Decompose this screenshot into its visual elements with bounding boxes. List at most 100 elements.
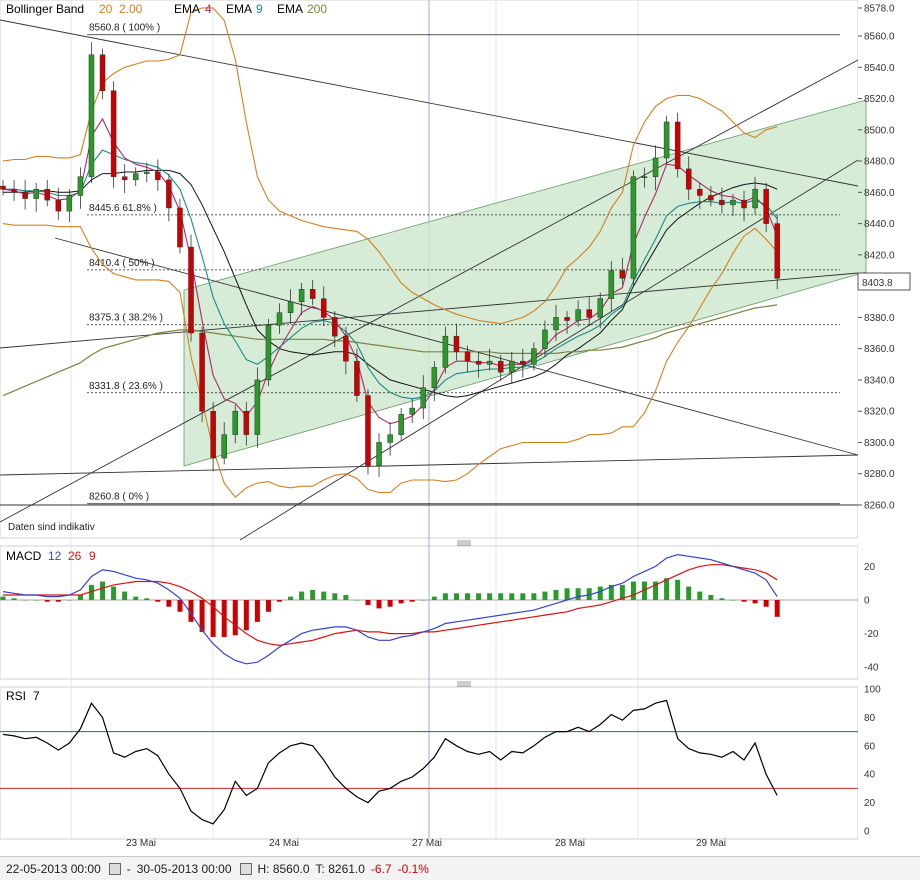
macd-hist-70 <box>774 600 780 617</box>
price-tick-4: 8340.0 <box>864 375 895 386</box>
macd-hist-4 <box>44 600 50 602</box>
rsi-tick-3: 60 <box>864 741 876 752</box>
legend-bollinger-label: Bollinger Band <box>6 2 84 16</box>
splitter-handle-rsi[interactable] <box>457 681 471 687</box>
candle-55 <box>608 261 615 312</box>
footer-bar: 22-05-2013 00:00 - 30-05-2013 00:00 H: 8… <box>0 856 920 880</box>
macd-tick-3: -40 <box>864 663 879 674</box>
splitter-handle-macd[interactable] <box>457 540 471 546</box>
macd-hist-49 <box>542 591 548 600</box>
footer-dash: - <box>126 861 131 876</box>
macd-hist-59 <box>653 581 659 600</box>
fib-label-5: 8260.8 ( 0% ) <box>89 492 149 503</box>
legend-macd-p2: 26 <box>68 549 82 563</box>
candle-57 <box>630 170 637 287</box>
price-tick-5: 8360.0 <box>864 344 895 355</box>
candle-29 <box>320 286 327 326</box>
candle-27 <box>298 283 305 316</box>
svg-text:MACD 12 26 9: MACD 12 26 9 <box>6 549 96 563</box>
candle-32 <box>354 348 360 402</box>
macd-hist-12 <box>133 596 139 600</box>
candle-19 <box>210 401 216 472</box>
candle-54 <box>597 292 603 329</box>
fib-label-0: 8560.8 ( 100% ) <box>89 23 160 34</box>
macd-line <box>2 553 778 665</box>
candle-66 <box>730 193 736 216</box>
footer-high: H: 8560.0 <box>257 861 310 876</box>
legend-ema-a-p: 4 <box>205 2 212 16</box>
candle-65 <box>719 187 725 214</box>
macd-hist-43 <box>476 593 482 600</box>
legend-bollinger-p1: 20 <box>99 2 113 16</box>
calendar-icon-from[interactable] <box>108 862 121 875</box>
candle-16 <box>177 198 183 254</box>
candle-39 <box>431 361 438 402</box>
ema200-line <box>2 304 778 397</box>
legend-ema-b-p: 9 <box>256 2 263 16</box>
candle-18 <box>199 326 205 423</box>
candle-24 <box>265 318 272 387</box>
fib-label-3: 8375.3 ( 38.2% ) <box>89 313 163 324</box>
rsi-tick-1: 20 <box>864 798 876 809</box>
macd-hist-65 <box>719 598 725 600</box>
macd-hist-39 <box>431 596 437 600</box>
macd-hist-25 <box>277 600 282 602</box>
macd-hist-55 <box>608 584 614 600</box>
macd-hist-5 <box>55 600 61 602</box>
macd-hist-10 <box>111 586 117 600</box>
candle-2 <box>22 179 28 210</box>
macd-hist-48 <box>531 593 537 600</box>
macd-hist-16 <box>177 600 183 612</box>
macd-hist-7 <box>77 594 83 600</box>
macd-hist-38 <box>420 600 426 601</box>
macd-hist-45 <box>498 593 504 600</box>
trend-line-3 <box>0 59 859 523</box>
macd-hist-68 <box>752 600 758 604</box>
rsi-tick-4: 80 <box>864 713 876 724</box>
trend-line-4 <box>239 159 859 541</box>
candle-63 <box>697 182 703 209</box>
chart-canvas[interactable]: 8560.8 ( 100% ) 8445.6 61.8% ) 8410.4 ( 50… <box>0 0 920 856</box>
calendar-icon-to[interactable] <box>239 862 252 875</box>
axis-column <box>858 0 920 856</box>
bollinger-middle <box>3 169 778 398</box>
macd-hist-62 <box>686 586 692 600</box>
candle-45 <box>497 354 504 381</box>
candle-23 <box>254 367 261 448</box>
candle-64 <box>708 186 714 207</box>
price-tick-8: 8420.0 <box>864 250 895 261</box>
macd-hist-56 <box>619 584 625 600</box>
macd-hist-23 <box>254 600 260 622</box>
macd-hist-60 <box>664 578 670 600</box>
candle-44 <box>486 348 493 371</box>
footer-from-date: 22-05-2013 00:00 <box>6 861 101 876</box>
candle-17 <box>188 234 194 342</box>
candle-1 <box>11 179 17 201</box>
candle-11 <box>121 164 128 194</box>
price-tick-2: 8300.0 <box>864 438 895 449</box>
candle-31 <box>343 326 349 375</box>
macd-tick-0: 20 <box>864 562 876 573</box>
macd-hist-31 <box>343 594 349 600</box>
macd-hist-34 <box>376 600 382 609</box>
x-tick-0: 23 Mai <box>126 838 156 849</box>
candle-30 <box>332 311 338 348</box>
macd-hist-20 <box>221 600 227 637</box>
macd-hist-58 <box>641 581 647 600</box>
legend-macd-label: MACD <box>6 549 42 563</box>
footer-change: -6.7 <box>370 861 392 876</box>
price-tick-1: 8280.0 <box>864 469 895 480</box>
candle-37 <box>409 398 415 423</box>
current-price-label: 8403.8 <box>862 278 893 289</box>
candle-7 <box>77 167 84 209</box>
trend-line-0 <box>0 19 859 187</box>
price-tick-16: 8578.0 <box>864 4 895 15</box>
candle-62 <box>685 156 692 201</box>
x-tick-3: 28 Mai <box>555 838 585 849</box>
candle-22 <box>243 401 250 446</box>
macd-hist-0 <box>0 596 6 600</box>
candle-13 <box>144 162 150 183</box>
fib-label-4: 8331.8 ( 23.6% ) <box>89 381 163 392</box>
macd-signal-line <box>3 564 778 647</box>
rsi-tick-2: 40 <box>864 770 876 781</box>
